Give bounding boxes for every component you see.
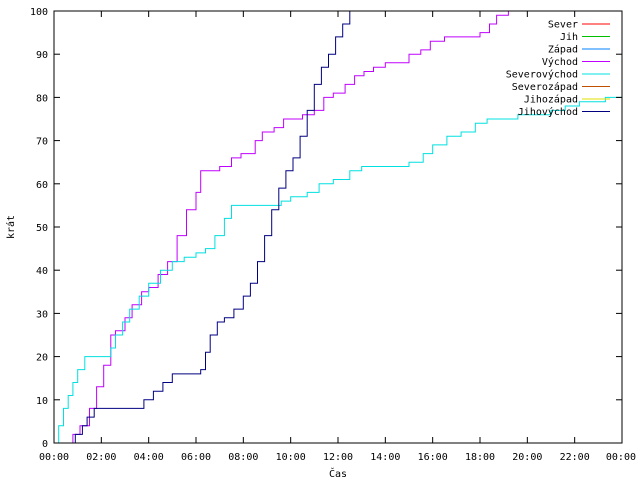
legend-label: Jihovýchod (518, 106, 578, 118)
y-tick-label: 100 (30, 7, 48, 18)
y-tick-label: 60 (36, 180, 48, 191)
x-axis-label: Čas (329, 467, 347, 480)
legend-label: Sever (548, 20, 578, 31)
x-tick-label: 12:00 (323, 452, 353, 463)
x-tick-label: 00:00 (39, 452, 69, 463)
x-tick-label: 16:00 (418, 452, 448, 463)
x-tick-label: 10:00 (276, 452, 306, 463)
legend-label: Západ (548, 44, 578, 56)
y-tick-label: 0 (42, 439, 48, 450)
y-tick-label: 80 (36, 93, 48, 104)
series-line-4 (54, 96, 622, 444)
series-layer (54, 11, 622, 444)
legend-label: Severozápad (512, 81, 578, 93)
x-tick-label: 20:00 (512, 452, 542, 463)
y-tick-label: 90 (36, 50, 48, 61)
y-tick-label: 50 (36, 223, 48, 234)
x-tick-label: 02:00 (86, 452, 116, 463)
x-tick-label: 08:00 (228, 452, 258, 463)
y-tick-label: 20 (36, 353, 48, 364)
legend: SeverJihZápadVýchodSeverovýchodSeverozáp… (506, 20, 610, 118)
series-line-3 (70, 11, 509, 444)
x-tick-label: 14:00 (370, 452, 400, 463)
y-tick-label: 40 (36, 266, 48, 277)
y-tick-label: 30 (36, 309, 48, 320)
x-tick-label: 22:00 (560, 452, 590, 463)
legend-label: Východ (542, 56, 578, 68)
legend-label: Severovýchod (506, 69, 578, 81)
x-tick-label: 04:00 (134, 452, 164, 463)
legend-label: Jih (560, 32, 578, 43)
y-axis-label: krát (5, 215, 17, 239)
series-line-7 (68, 11, 351, 444)
y-tick-label: 70 (36, 137, 48, 148)
x-tick-label: 06:00 (181, 452, 211, 463)
x-tick-label: 00:00 (606, 452, 636, 463)
x-tick-label: 18:00 (465, 452, 495, 463)
legend-label: Jihozápad (524, 94, 578, 106)
tick-layer: 0 10 20 30 40 50 60 70 80 90 100 00:00 02:00 04:00 06:… (30, 7, 636, 463)
y-tick-label: 10 (36, 396, 48, 407)
